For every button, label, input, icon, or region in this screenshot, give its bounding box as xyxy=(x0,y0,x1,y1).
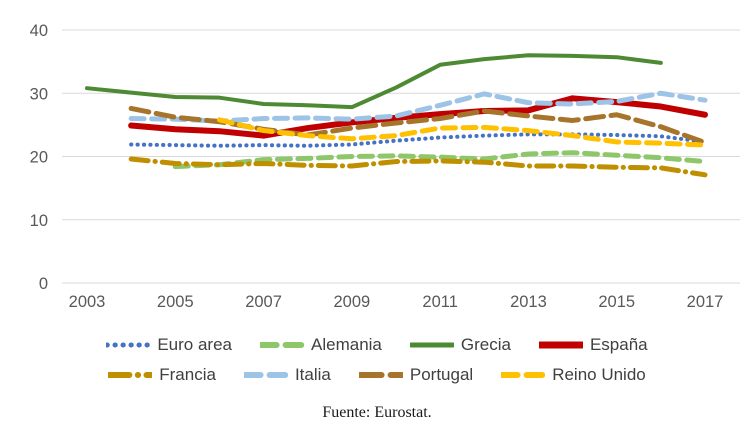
legend-label: Francia xyxy=(159,365,216,384)
legend-label: Grecia xyxy=(460,335,511,354)
x-axis-tick-label: 2003 xyxy=(69,293,106,311)
legend-item-francia[interactable]: Francia xyxy=(106,365,216,385)
y-axis-tick-label: 0 xyxy=(39,275,48,293)
x-axis-tick-label: 2011 xyxy=(422,293,457,311)
legend-label: Italia xyxy=(294,365,331,384)
y-axis-tick-label: 40 xyxy=(30,22,48,40)
legend-swatch xyxy=(356,367,405,383)
legend-item-euro-area[interactable]: Euro area xyxy=(104,335,233,355)
legend-row-2: Francia Italia Portugal Reino Unido xyxy=(0,360,754,390)
x-axis-tick-label: 2005 xyxy=(157,293,194,311)
legend-swatch xyxy=(106,367,155,383)
legend-item-portugal[interactable]: Portugal xyxy=(356,365,474,385)
y-axis-tick-label: 30 xyxy=(30,85,48,103)
legend-item-alemania[interactable]: Alemania xyxy=(258,335,382,355)
y-axis-tick-label: 10 xyxy=(30,212,48,230)
legend-swatch xyxy=(408,337,456,353)
x-axis-tick-labels: 2003 2005 2007 2009 2011 2013 2015 2017 xyxy=(69,293,724,311)
legend-swatch-francia xyxy=(106,372,155,378)
legend-swatch-alemania xyxy=(258,342,307,348)
legend-swatch xyxy=(499,367,548,383)
x-axis-tick-label: 2009 xyxy=(333,293,370,311)
legend-swatch xyxy=(104,337,152,353)
legend-swatch xyxy=(241,367,290,383)
x-axis-tick-label: 2013 xyxy=(510,293,547,311)
y-axis-tick-labels: 0 10 20 30 40 xyxy=(30,22,48,293)
series-lines xyxy=(85,53,708,178)
legend-swatch-españa xyxy=(536,341,586,349)
legend-label: Portugal xyxy=(409,365,474,384)
chart-legend: Euro area Alemania Grecia España Francia Ita… xyxy=(0,330,754,398)
legend-label: España xyxy=(589,335,648,354)
series-line-reino-unido xyxy=(216,117,708,148)
legend-row-1: Euro area Alemania Grecia España xyxy=(0,330,754,360)
legend-swatch xyxy=(258,337,307,353)
legend-swatch-reino-unido xyxy=(499,372,548,378)
legend-item-españa[interactable]: España xyxy=(536,335,648,355)
x-axis-tick-label: 2007 xyxy=(245,293,282,311)
series-line-euro-area xyxy=(129,132,707,148)
legend-item-grecia[interactable]: Grecia xyxy=(408,335,511,355)
legend-item-reino-unido[interactable]: Reino Unido xyxy=(499,365,646,385)
x-axis-tick-label: 2015 xyxy=(598,293,635,311)
legend-swatch-portugal xyxy=(356,372,405,378)
legend-label: Reino Unido xyxy=(552,365,646,384)
legend-swatch-euro-area xyxy=(104,342,152,348)
series-line-francia xyxy=(128,156,708,178)
series-line-alemania xyxy=(172,150,708,170)
series-line-grecia xyxy=(85,53,663,110)
source-caption: Fuente: Eurostat. xyxy=(322,404,432,421)
x-axis-tick-label: 2017 xyxy=(687,293,724,311)
legend-label: Alemania xyxy=(311,335,382,354)
legend-item-italia[interactable]: Italia xyxy=(241,365,331,385)
legend-label: Euro area xyxy=(157,335,233,354)
legend-swatch-grecia xyxy=(408,342,456,348)
y-axis-tick-label: 20 xyxy=(30,149,48,167)
legend-swatch-italia xyxy=(241,372,290,378)
legend-swatch xyxy=(536,337,586,353)
